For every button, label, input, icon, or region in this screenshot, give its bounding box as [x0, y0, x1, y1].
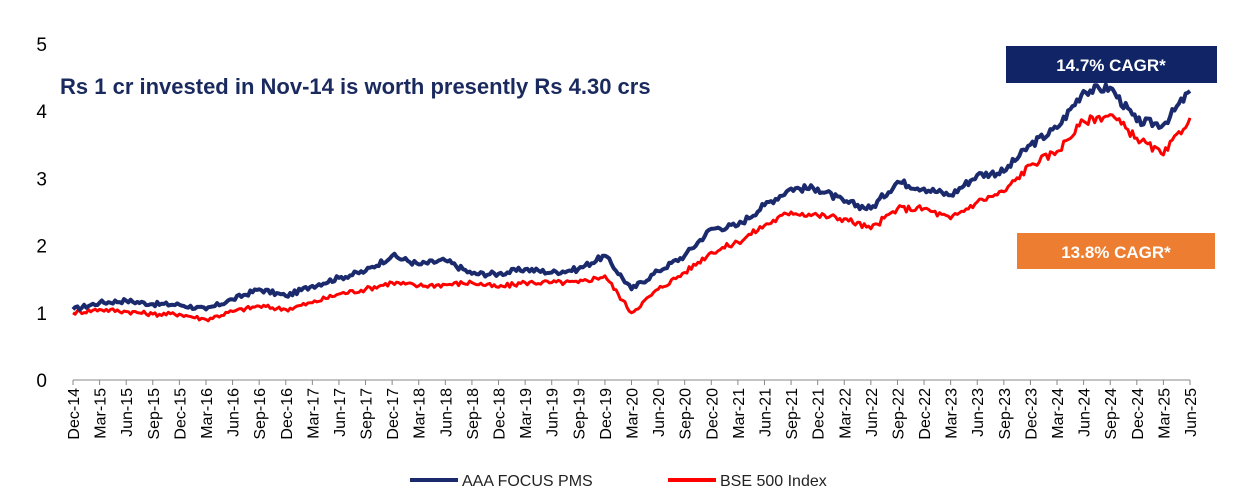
x-tick-label: Mar-17 [305, 388, 322, 439]
series-line-pms [71, 82, 1192, 312]
x-tick-label: Jun-21 [757, 388, 774, 437]
x-tick-label: Sep-23 [997, 388, 1014, 440]
x-tick-label: Mar-24 [1050, 388, 1067, 439]
x-tick-label: Dec-17 [385, 388, 402, 440]
x-tick-label: Sep-15 [146, 388, 163, 440]
x-tick-label: Dec-18 [492, 388, 509, 440]
x-tick-label: Jun-20 [651, 388, 668, 437]
x-tick-label: Mar-15 [93, 388, 110, 439]
y-tick-label: 3 [36, 169, 47, 190]
y-tick-label: 0 [36, 371, 47, 392]
series-line-index [72, 113, 1192, 323]
badge-index-cagr: 13.8% CAGR* [1061, 243, 1171, 262]
x-tick-label: Jun-24 [1077, 388, 1094, 437]
x-tick-label: Dec-22 [917, 388, 934, 440]
x-tick-label: Dec-14 [66, 388, 83, 440]
y-tick-label: 4 [36, 102, 47, 123]
x-tick-label: Mar-25 [1156, 388, 1173, 439]
legend: AAA FOCUS PMS BSE 500 Index [410, 473, 827, 490]
x-tick-label: Jun-19 [545, 388, 562, 437]
x-tick-label: Mar-19 [518, 388, 535, 439]
x-tick-label: Mar-21 [731, 388, 748, 439]
x-tick-label: Sep-22 [890, 388, 907, 440]
x-tick-label: Jun-23 [970, 388, 987, 437]
x-tick-label: Dec-15 [172, 388, 189, 440]
badge-pms-background [1006, 46, 1217, 83]
x-tick-label: Jun-25 [1183, 388, 1200, 437]
legend-label-index: BSE 500 Index [720, 473, 827, 490]
x-tick-label: Dec-16 [279, 388, 296, 440]
x-tick-label: Jun-17 [332, 388, 349, 437]
y-tick-label: 1 [36, 304, 47, 325]
y-tick-label: 5 [36, 35, 47, 56]
x-tick-label: Dec-23 [1023, 388, 1040, 440]
badge-pms-cagr: 14.7% CAGR* [1056, 56, 1166, 75]
badge-index-background [1017, 233, 1215, 269]
x-tick-label: Jun-18 [438, 388, 455, 437]
x-tick-label: Sep-18 [465, 388, 482, 440]
x-tick-label: Mar-16 [199, 388, 216, 439]
y-axis-ticks: 0 1 2 3 4 5 [36, 35, 47, 392]
x-tick-label: Mar-18 [412, 388, 429, 439]
x-tick-label: Sep-24 [1103, 388, 1120, 440]
x-tick-label: Dec-19 [598, 388, 615, 440]
x-tick-label: Jun-15 [119, 388, 136, 437]
x-tick-label: Dec-20 [704, 388, 721, 440]
legend-label-pms: AAA FOCUS PMS [462, 473, 593, 490]
x-tick-label: Mar-23 [944, 388, 961, 439]
x-tick-label: Sep-20 [678, 388, 695, 440]
x-tick-label: Sep-17 [359, 388, 376, 440]
x-tick-label: Sep-21 [784, 388, 801, 440]
x-tick-label: Sep-16 [252, 388, 269, 440]
x-tick-label: Dec-24 [1130, 388, 1147, 440]
x-axis-ticks: Dec-14 Mar-15 Jun-15 Sep-15 Dec-15 Mar-16 Jun-… [66, 380, 1200, 440]
x-tick-label: Mar-20 [625, 388, 642, 439]
x-tick-label: Jun-22 [864, 388, 881, 437]
series-lines [71, 82, 1192, 323]
x-tick-label: Jun-16 [226, 388, 243, 437]
x-tick-label: Dec-21 [811, 388, 828, 440]
chart-headline: Rs 1 cr invested in Nov-14 is worth pres… [60, 74, 651, 99]
x-tick-label: Mar-22 [837, 388, 854, 439]
x-tick-label: Sep-19 [571, 388, 588, 440]
y-tick-label: 2 [36, 237, 47, 258]
